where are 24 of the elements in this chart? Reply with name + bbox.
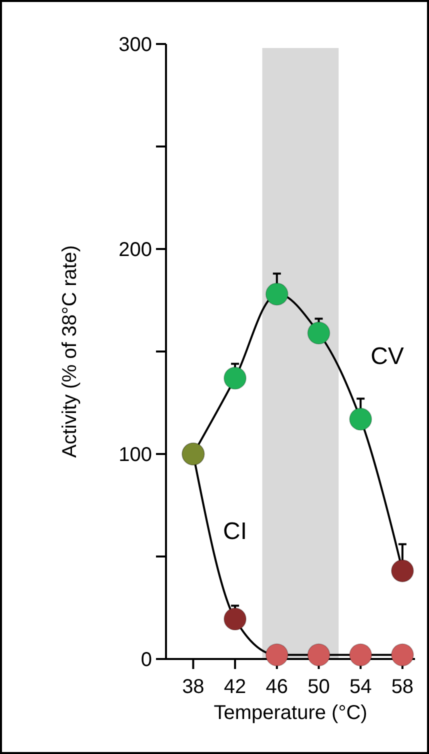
y-tick-label: 200 [118,239,152,261]
y-tick-label: 100 [118,444,152,466]
y-axis-title: Activity (% of 38°C rate) [59,245,81,458]
x-tick-label: 58 [391,676,414,698]
series-label: CV [370,343,404,370]
x-tick-label: 42 [224,676,246,698]
point [390,643,414,666]
series-label: CI [223,518,248,546]
x-axis-title: Temperature (°C) [214,702,368,724]
x-tick-label: 50 [308,676,330,698]
x-tick-label: 38 [182,676,204,698]
point [349,408,372,431]
point [390,559,414,582]
x-tick-label: 54 [349,676,372,698]
y-tick-label: 300 [118,34,152,56]
point [349,643,372,666]
point [307,322,330,345]
x-tick-label: 46 [266,676,288,698]
point [224,608,247,631]
y-tick-label: 0 [140,649,152,671]
point [307,643,330,666]
point [265,643,288,666]
point [224,366,247,390]
point [265,282,288,306]
